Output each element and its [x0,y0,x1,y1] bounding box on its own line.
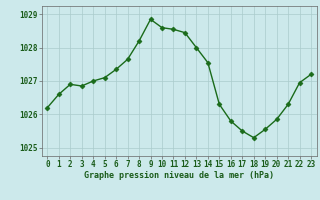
X-axis label: Graphe pression niveau de la mer (hPa): Graphe pression niveau de la mer (hPa) [84,171,274,180]
